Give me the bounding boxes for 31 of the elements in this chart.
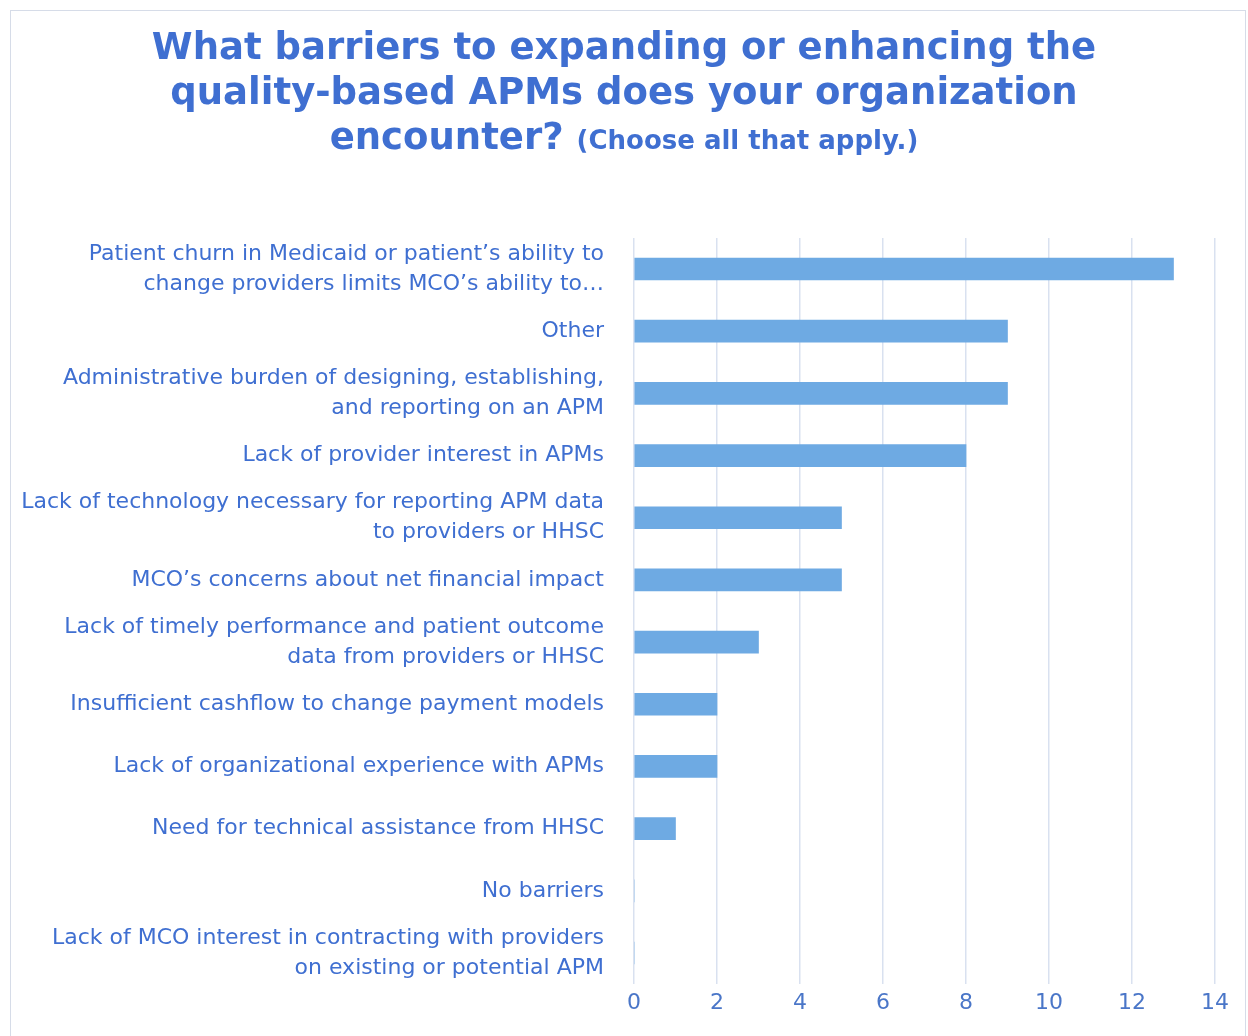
bar <box>634 319 1008 343</box>
x-tick-label: 2 <box>710 989 724 1014</box>
y-tick-label: No barriers <box>481 876 604 902</box>
x-tick-label: 8 <box>959 989 973 1014</box>
x-tick-label: 12 <box>1118 989 1146 1014</box>
y-tick-label: Need for technical assistance from HHSC <box>152 814 604 840</box>
y-tick-label: Lack of organizational experience with APMs <box>113 752 604 778</box>
y-tick-label: Other <box>541 316 605 342</box>
bar <box>634 692 718 716</box>
y-tick-label: Lack of MCO interest in contracting with providers on existing or potential APM <box>51 923 604 979</box>
x-tick-label: 0 <box>627 989 641 1014</box>
y-tick-label: Lack of technology necessary for reporting APM data to providers or HHSC <box>21 488 604 544</box>
bar <box>634 817 676 840</box>
bar <box>634 755 718 778</box>
y-tick-label: Lack of provider interest in APMs <box>242 441 604 467</box>
y-tick-label: Patient churn in Medicaid or patient’s ability to change providers limits MCO’s ability to… <box>88 239 604 295</box>
x-tick-label: 10 <box>1035 989 1063 1014</box>
x-tick-label: 6 <box>876 989 890 1014</box>
y-tick-label: Administrative burden of designing, establishing, and reporting on an APM <box>62 364 604 420</box>
bar <box>634 257 1174 281</box>
chart-subtitle: (Choose all that apply.) <box>576 125 919 155</box>
bar <box>634 568 842 592</box>
y-tick-label: Insufficient cashflow to change payment models <box>70 689 604 715</box>
bar <box>634 506 842 530</box>
bar <box>634 444 967 467</box>
bar <box>634 630 759 654</box>
y-tick-label: Lack of timely performance and patient outcome data from providers or HHSC <box>64 612 604 668</box>
x-tick-label: 14 <box>1201 989 1229 1014</box>
bar <box>634 382 1008 405</box>
y-tick-label: MCO’s concerns about net financial impact <box>131 565 605 591</box>
x-tick-label: 4 <box>793 989 807 1014</box>
